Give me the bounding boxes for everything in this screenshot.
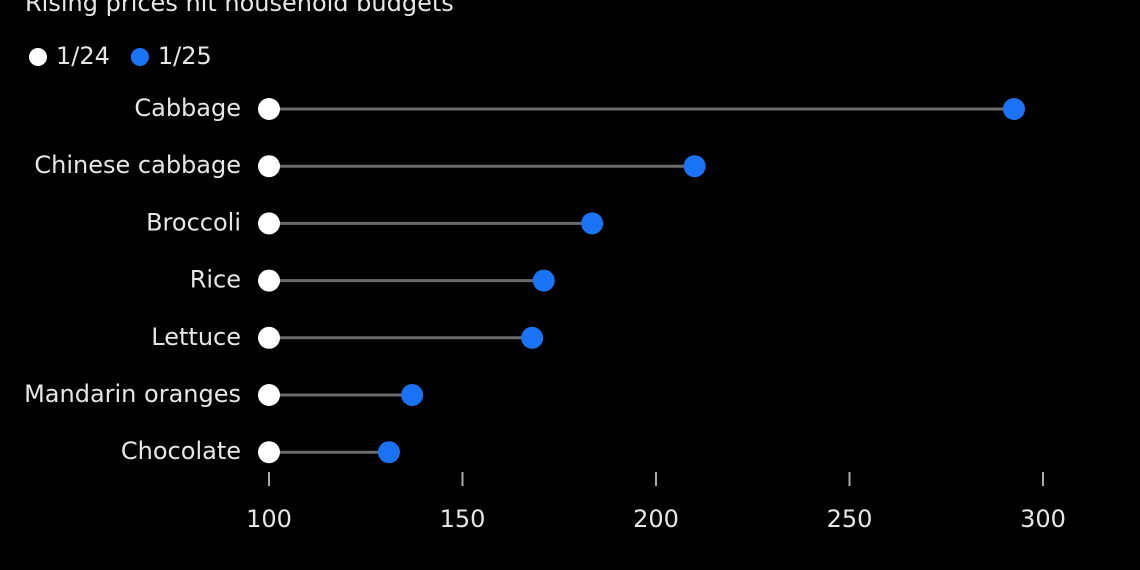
dot	[581, 212, 604, 235]
legend-marker	[130, 48, 149, 66]
chart-title: Rising prices hit household budgets	[25, 0, 454, 17]
dot	[377, 441, 400, 464]
dot	[401, 384, 424, 406]
dot	[258, 326, 280, 349]
y-tick-label: Rice	[190, 266, 241, 294]
dot	[258, 98, 280, 120]
dot	[258, 441, 280, 464]
dot	[683, 155, 706, 178]
dot	[521, 326, 544, 349]
x-tick-label: 300	[1020, 505, 1066, 533]
y-tick-label: Cabbage	[134, 94, 241, 122]
dot	[532, 269, 555, 292]
x-tick-label: 100	[246, 505, 292, 533]
y-tick-label: Broccoli	[146, 208, 241, 236]
x-tick-label: 200	[633, 505, 679, 533]
legend-label: 1/24	[56, 42, 110, 70]
y-tick-label: Chinese cabbage	[34, 151, 241, 179]
dot	[258, 384, 280, 406]
x-tick-label: 250	[827, 505, 873, 533]
y-tick-label: Mandarin oranges	[24, 380, 241, 408]
dot	[1002, 98, 1025, 120]
y-tick-label: Lettuce	[151, 323, 241, 351]
dot	[258, 155, 280, 178]
dot	[258, 212, 280, 235]
x-tick-label: 150	[440, 505, 486, 533]
y-tick-label: Chocolate	[121, 437, 241, 465]
legend-label: 1/25	[158, 42, 212, 70]
legend-marker	[29, 48, 47, 66]
dot	[258, 269, 280, 292]
